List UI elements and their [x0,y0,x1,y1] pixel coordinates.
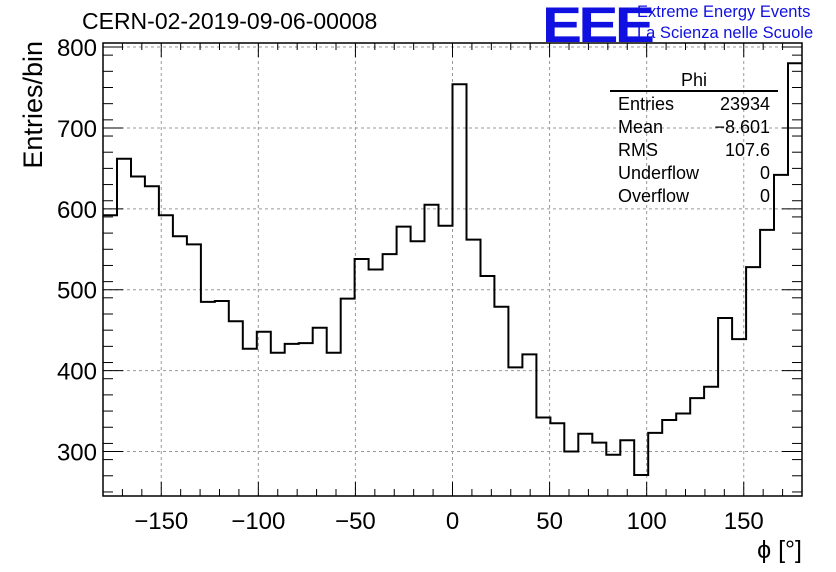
y-axis-label: Entries/bin [18,41,48,169]
stats-row-underflow: Underflow 0 [610,162,778,185]
x-tick-label: 50 [536,508,563,535]
y-tick-label: 500 [57,278,97,305]
x-tick-label: −150 [134,508,188,535]
stats-name: Phi [610,70,778,92]
stats-row-mean: Mean −8.601 [610,116,778,139]
y-tick-label: 800 [57,35,97,62]
x-tick-label: 0 [446,508,459,535]
stats-label: Overflow [618,186,690,206]
tick-labels: −150 −100 −50 0 50 100 150 300 400 500 600 700 800 [57,35,764,535]
stats-label: RMS [618,140,658,160]
x-tick-label: 150 [724,508,764,535]
stats-label: Underflow [618,163,700,183]
y-tick-label: 400 [57,359,97,386]
y-tick-label: 300 [57,440,97,467]
y-tick-label: 700 [57,116,97,143]
histogram-step-line [103,62,802,476]
chart-title: CERN-02-2019-09-06-00008 [82,8,378,34]
stats-row-rms: RMS 107.6 [610,139,778,162]
logo-caption-line1: Extreme Energy Events [637,3,811,21]
stats-row-overflow: Overflow 0 [610,185,778,208]
stats-row-entries: Entries 23934 [610,93,778,116]
stats-label: Entries [618,94,675,114]
x-tick-label: −50 [335,508,376,535]
x-tick-label: 100 [627,508,667,535]
y-tick-label: 600 [57,197,97,224]
stats-value: −8.601 [714,117,770,137]
logo-caption: Extreme Energy Events La Scienza nelle S… [637,2,813,44]
stats-value: 107.6 [724,140,770,160]
stats-value: 0 [759,186,770,206]
stats-value: 23934 [719,94,770,114]
stats-value: 0 [759,163,770,183]
axis-ticks [102,43,803,496]
eee-logo: EEE [542,0,655,53]
x-axis-label: ϕ [°] [757,536,802,564]
logo-caption-line2: La Scienza nelle Scuole [637,24,814,42]
stats-box: Phi Entries 23934 Mean −8.601 RMS 107.6 … [610,70,778,208]
x-tick-label: −100 [231,508,285,535]
stats-label: Mean [618,117,664,137]
